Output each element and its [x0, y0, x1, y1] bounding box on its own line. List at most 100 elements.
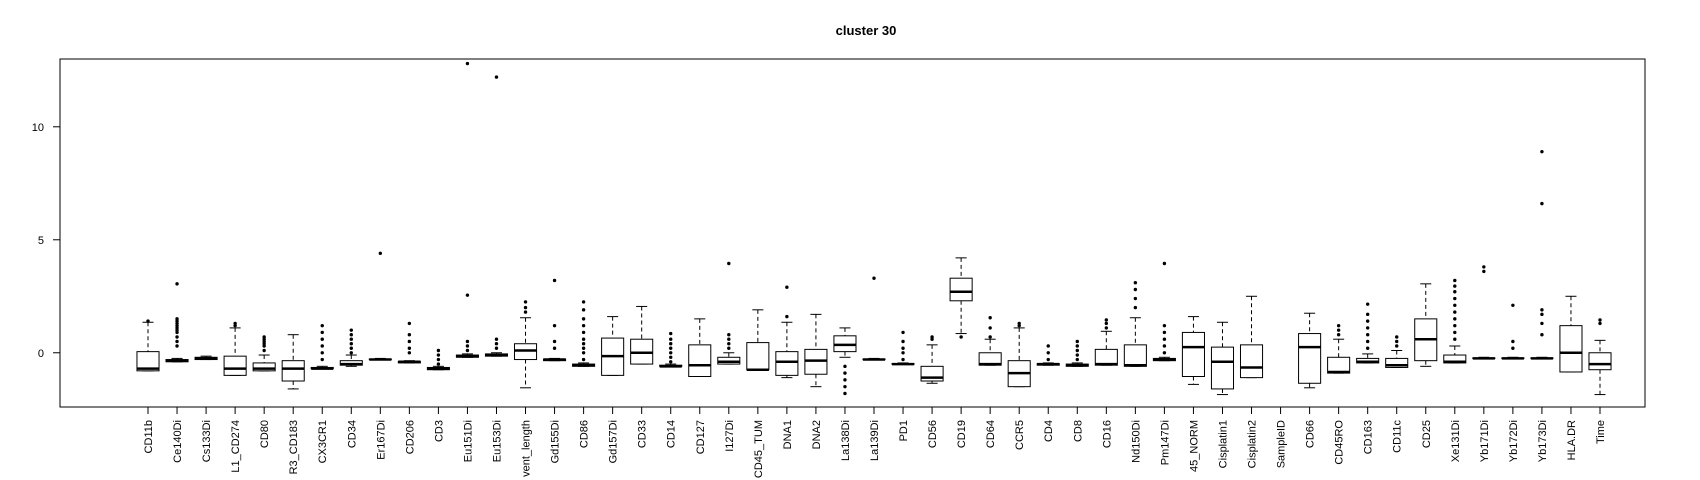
- box-DNA1: [775, 285, 799, 379]
- box-DNA2: [804, 313, 828, 388]
- outlier-point: [1162, 337, 1167, 341]
- iqr-box: [1210, 346, 1235, 390]
- outlier-point: [465, 61, 470, 66]
- outlier-point: [436, 357, 441, 362]
- outlier-point: [581, 330, 586, 335]
- outlier-point: [1453, 317, 1457, 321]
- outlier-point: [1365, 319, 1370, 323]
- box-CD206: [397, 321, 421, 364]
- iqr-box: [1239, 344, 1264, 379]
- x-tick-label: DNA2: [811, 420, 823, 449]
- box-I127Di: [717, 261, 741, 365]
- outlier-point: [727, 342, 731, 346]
- outlier-point: [523, 300, 528, 304]
- box-CD3: [426, 348, 450, 371]
- outlier-point: [901, 351, 905, 355]
- box-PD1: [891, 330, 915, 366]
- outlier-point: [320, 357, 324, 362]
- outlier-point: [175, 317, 179, 321]
- outlier-point: [175, 282, 179, 286]
- x-tick-label: Eu151Di: [462, 420, 474, 462]
- box-Cisplatin2: [1239, 295, 1264, 379]
- x-tick-label: Pm147Di: [1159, 420, 1171, 465]
- outlier-point: [669, 351, 673, 355]
- outlier-point: [1133, 287, 1138, 292]
- outlier-point: [175, 344, 179, 348]
- x-tick-label: CD14: [666, 420, 678, 448]
- x-axis: CD11b Ce140Di Cs133Di L1_CD274 CD80 R3_CD183 C…: [143, 406, 1607, 478]
- box-CD11c: [1385, 335, 1409, 368]
- outlier-point: [1104, 318, 1109, 322]
- outlier-point: [1453, 284, 1457, 288]
- outlier-point: [552, 278, 557, 283]
- x-tick-label: CD8: [1072, 420, 1084, 442]
- x-tick-label: L1_CD274: [230, 420, 242, 473]
- outlier-point: [1162, 330, 1167, 335]
- x-tick-label: Yb173Di: [1537, 420, 1549, 462]
- outlier-point: [233, 321, 237, 326]
- x-tick-label: CD3: [433, 420, 445, 442]
- x-tick-label: CD127: [695, 420, 707, 454]
- box-CD4: [1036, 344, 1060, 366]
- outlier-point: [581, 357, 586, 362]
- x-tick-label: Er167Di: [375, 420, 387, 460]
- outlier-point: [436, 348, 441, 353]
- outlier-point: [1511, 303, 1515, 308]
- iqr-box: [746, 342, 770, 371]
- box-CD8: [1065, 339, 1089, 367]
- outlier-point: [581, 308, 586, 312]
- outlier-point: [378, 251, 383, 256]
- x-tick-label: CCR5: [1014, 420, 1026, 450]
- x-tick-label: Xe131Di: [1450, 420, 1462, 462]
- outlier-point: [581, 300, 586, 304]
- box-CD34: [339, 328, 363, 367]
- outlier-point: [581, 323, 586, 328]
- box-Gd155Di: [543, 278, 567, 362]
- outlier-point: [901, 339, 905, 344]
- outlier-point: [727, 261, 731, 266]
- box-Pm147Di: [1152, 261, 1176, 362]
- x-tick-label: Yb172Di: [1508, 420, 1520, 462]
- chart-title: cluster 30: [836, 23, 897, 38]
- box-Eu151Di: [455, 61, 479, 358]
- outlier-point: [1075, 339, 1079, 344]
- outlier-point: [843, 384, 847, 389]
- box-CX3CR1: [310, 323, 334, 370]
- outlier-point: [320, 323, 324, 328]
- outlier-point: [1395, 339, 1399, 344]
- outlier-point: [785, 285, 789, 289]
- box-CD127: [688, 318, 712, 377]
- outlier-point: [1453, 323, 1457, 328]
- iqr-box: [223, 355, 247, 376]
- iqr-box: [1181, 331, 1205, 377]
- outlier-point: [436, 362, 441, 366]
- boxes: [136, 61, 1612, 396]
- x-tick-label: HLA.DR: [1566, 420, 1578, 460]
- outlier-point: [785, 314, 789, 319]
- outlier-point: [1540, 149, 1544, 154]
- box-CD66: [1298, 312, 1322, 389]
- outlier-point: [581, 342, 586, 346]
- outlier-point: [901, 330, 905, 335]
- box-Time: [1588, 318, 1612, 396]
- box-R3_CD183: [281, 334, 305, 390]
- outlier-point: [581, 346, 586, 350]
- outlier-point: [523, 305, 528, 310]
- outlier-point: [1046, 344, 1050, 348]
- box-L1_CD274: [223, 321, 247, 376]
- outlier-point: [349, 342, 353, 346]
- box-Yb172Di: [1501, 303, 1525, 360]
- x-tick-label: Gd157Di: [608, 420, 620, 463]
- outlier-point: [843, 364, 847, 369]
- x-tick-label: SampleID: [1276, 420, 1288, 468]
- outlier-point: [1482, 269, 1486, 274]
- outlier-point: [1365, 326, 1370, 330]
- x-tick-label: La139Di: [869, 420, 881, 461]
- y-tick-label: 0: [38, 348, 44, 360]
- outlier-point: [407, 346, 412, 350]
- iqr-box: [1559, 325, 1583, 373]
- outlier-point: [1162, 261, 1167, 266]
- box-Ce140Di: [165, 282, 189, 363]
- x-tick-label: CD11b: [143, 420, 155, 453]
- outlier-point: [494, 337, 499, 341]
